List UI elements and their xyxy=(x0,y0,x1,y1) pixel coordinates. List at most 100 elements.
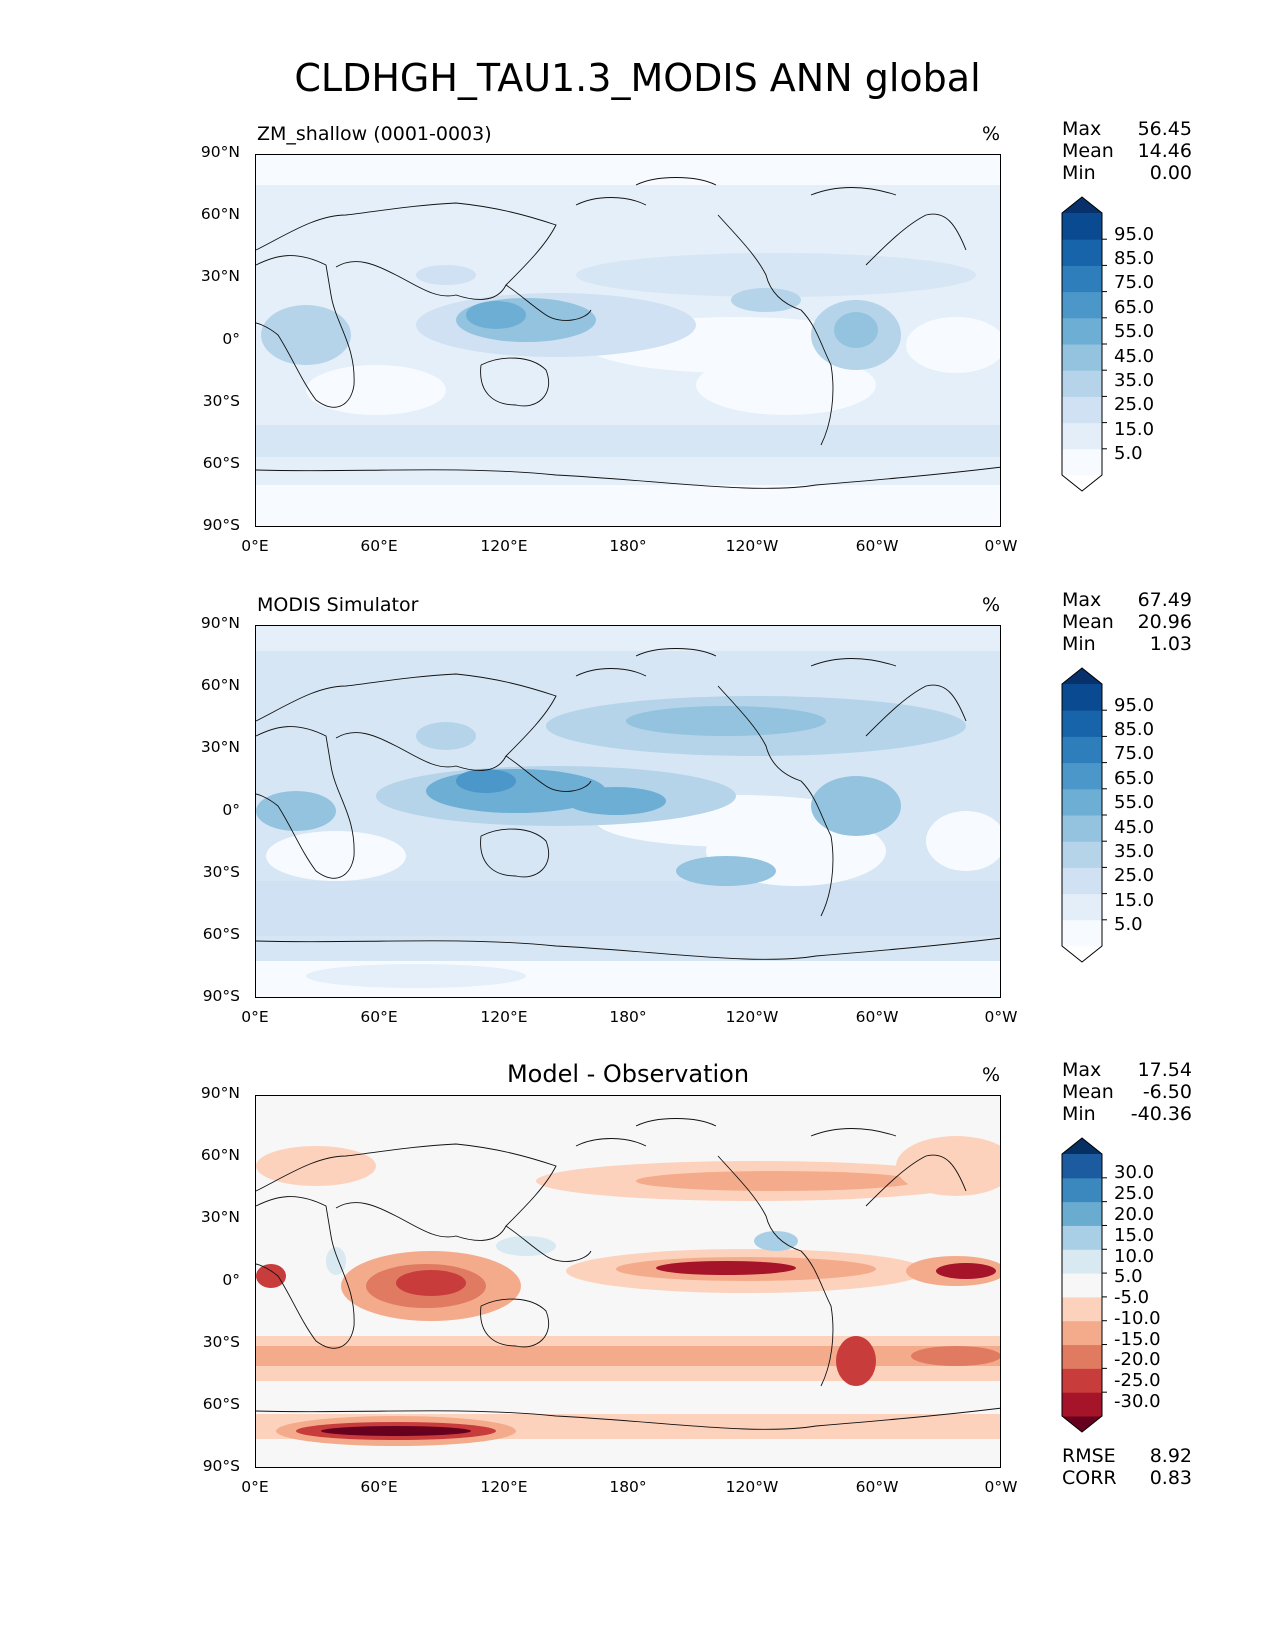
colorbar-segment xyxy=(1062,762,1102,790)
stat-value: 56.45 xyxy=(1137,118,1192,140)
colorbar-label: 95.0 xyxy=(1114,224,1155,245)
colorbar-extend-low xyxy=(1062,475,1102,491)
colorbar-segment xyxy=(1062,736,1102,764)
colorbar-label: -25.0 xyxy=(1114,1370,1161,1391)
lon-label: 120°E xyxy=(480,1008,528,1026)
colorbar-segment xyxy=(1062,841,1102,868)
colorbar-label: 45.0 xyxy=(1114,346,1155,367)
lon-label: 120°W xyxy=(725,537,779,555)
lon-label: 60°E xyxy=(360,1478,398,1496)
colorbar-label: 55.0 xyxy=(1114,321,1155,342)
lat-label: 90°S xyxy=(202,987,240,1005)
colorbar-segment xyxy=(1062,788,1102,816)
colorbar-label: -30.0 xyxy=(1114,1391,1161,1412)
stat-label: Max xyxy=(1062,118,1102,140)
colorbar-label: 45.0 xyxy=(1114,817,1155,838)
colorbar-extend-high xyxy=(1062,197,1102,213)
lat-label: 60°S xyxy=(202,925,240,943)
lat-label: 30°S xyxy=(202,863,240,881)
lat-label: 30°S xyxy=(202,1333,240,1351)
lon-label: 120°W xyxy=(725,1008,779,1026)
panel-title: MODIS Simulator xyxy=(257,594,419,616)
colorbar-segment xyxy=(1062,1177,1102,1203)
colorbar-label: 5.0 xyxy=(1114,914,1143,935)
colorbar-outline xyxy=(1061,667,1103,963)
metric-value: 8.92 xyxy=(1149,1445,1192,1467)
colorbar-segment xyxy=(1062,265,1102,293)
colorbar-segment xyxy=(1062,1392,1102,1417)
colorbar-segment xyxy=(1062,1249,1102,1274)
panel-title: ZM_shallow (0001-0003) xyxy=(257,123,492,145)
stat-label: Max xyxy=(1062,589,1102,611)
colorbar-label: 65.0 xyxy=(1114,768,1155,789)
colorbar-segment xyxy=(1062,1344,1102,1369)
lon-label: 0°E xyxy=(241,1008,269,1026)
units-label: % xyxy=(982,123,1001,145)
stat-value: 67.49 xyxy=(1137,589,1192,611)
lon-label: 0°E xyxy=(241,1478,269,1496)
lon-label: 60°E xyxy=(360,1008,398,1026)
stat-label: Min xyxy=(1062,162,1096,184)
colorbar-label: 75.0 xyxy=(1114,272,1155,293)
colorbar-extend-low xyxy=(1062,1416,1102,1432)
colorbar-label: 30.0 xyxy=(1114,1162,1155,1183)
colorbar-segment xyxy=(1062,317,1102,345)
colorbar-segment xyxy=(1062,396,1102,424)
colorbar-label: 35.0 xyxy=(1114,370,1155,391)
colorbar-label: 85.0 xyxy=(1114,719,1155,740)
lon-label: 60°W xyxy=(855,537,899,555)
lat-label: 60°N xyxy=(200,1146,240,1164)
stat-value: -40.36 xyxy=(1130,1103,1192,1125)
lon-label: 0°W xyxy=(984,537,1018,555)
lon-label: 60°W xyxy=(855,1008,899,1026)
map-obs xyxy=(255,625,1001,998)
stat-label: Mean xyxy=(1062,611,1114,633)
colorbar-label: 20.0 xyxy=(1114,1204,1155,1225)
lon-label: 180° xyxy=(609,1008,647,1026)
colorbar-label: 10.0 xyxy=(1114,1246,1155,1267)
colorbar-extend-low xyxy=(1062,946,1102,962)
colorbar-extend-high xyxy=(1062,668,1102,684)
colorbar xyxy=(1061,667,1107,963)
colorbar-label: 65.0 xyxy=(1114,297,1155,318)
colorbar-segment xyxy=(1062,344,1102,371)
colorbar-segment xyxy=(1062,370,1102,397)
lon-label: 60°W xyxy=(855,1478,899,1496)
colorbar-segment xyxy=(1062,422,1102,450)
lat-label: 60°N xyxy=(200,676,240,694)
colorbar-label: 15.0 xyxy=(1114,1225,1155,1246)
colorbar-segment xyxy=(1062,291,1102,319)
lat-label: 90°N xyxy=(200,143,240,161)
lon-label: 120°W xyxy=(725,1478,779,1496)
lat-label: 60°S xyxy=(202,454,240,472)
colorbar-segment xyxy=(1062,1273,1102,1298)
units-label: % xyxy=(982,1064,1001,1086)
stat-value: 17.54 xyxy=(1137,1059,1192,1081)
lat-label: 90°N xyxy=(200,1084,240,1102)
lon-label: 60°E xyxy=(360,537,398,555)
lat-label: 0° xyxy=(222,330,240,348)
stats-box: Max 17.54 Mean -6.50 Min -40.36 xyxy=(1062,1059,1192,1125)
colorbar-segment xyxy=(1062,1368,1102,1393)
colorbar-label: -5.0 xyxy=(1114,1287,1150,1308)
stat-value: 20.96 xyxy=(1137,611,1192,633)
lat-label: 90°S xyxy=(202,1457,240,1475)
colorbar-segment xyxy=(1062,1296,1102,1322)
colorbar-label: -20.0 xyxy=(1114,1349,1161,1370)
stat-value: 14.46 xyxy=(1137,140,1192,162)
lat-label: 30°N xyxy=(200,738,240,756)
colorbar-segment xyxy=(1062,815,1102,842)
colorbar-label: 25.0 xyxy=(1114,394,1155,415)
colorbar-label: 25.0 xyxy=(1114,1183,1155,1204)
colorbar-outline xyxy=(1061,196,1103,492)
colorbar-label: 25.0 xyxy=(1114,865,1155,886)
lon-label: 0°W xyxy=(984,1008,1018,1026)
colorbar-label: -15.0 xyxy=(1114,1329,1161,1350)
colorbar-label: 15.0 xyxy=(1114,419,1155,440)
metric-label: RMSE xyxy=(1062,1445,1116,1467)
lon-label: 0°W xyxy=(984,1478,1018,1496)
lat-label: 0° xyxy=(222,1271,240,1289)
colorbar-segment xyxy=(1062,684,1102,711)
lon-label: 120°E xyxy=(480,537,528,555)
colorbar-segment xyxy=(1062,1201,1102,1226)
